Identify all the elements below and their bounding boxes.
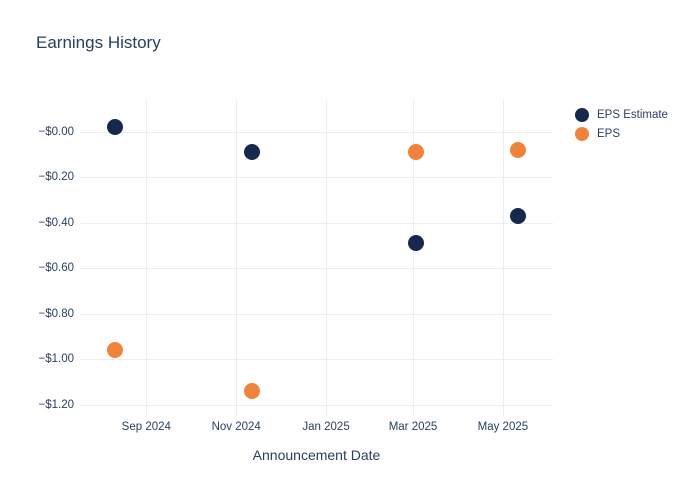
chart-title: Earnings History [36, 33, 161, 52]
legend-label-eps: EPS [597, 127, 621, 140]
x-tick-label: Mar 2025 [388, 421, 438, 433]
y-tick-label: −$0.00 [38, 125, 75, 138]
y-tick-label: −$0.60 [38, 262, 75, 275]
gridline-vertical [236, 100, 238, 416]
gridline-vertical [413, 100, 414, 416]
gridline-horizontal [80, 268, 553, 270]
data-point-eps-estimate[interactable] [107, 119, 124, 136]
legend-label-eps-estimate: EPS Estimate [597, 108, 668, 121]
data-point-eps[interactable] [407, 144, 424, 161]
x-tick-label: Nov 2024 [211, 421, 261, 433]
data-point-eps[interactable] [107, 342, 124, 359]
gridline-horizontal [80, 313, 553, 315]
x-tick-label: May 2025 [477, 421, 529, 433]
eps-marker-icon [575, 126, 589, 141]
data-point-eps[interactable] [244, 382, 261, 399]
legend: EPS Estimate EPS [575, 105, 668, 143]
y-tick-label: −$1.20 [38, 398, 75, 411]
gridline-vertical [146, 100, 148, 416]
x-axis-title: Announcement Date [252, 447, 381, 463]
gridline-horizontal [80, 359, 553, 361]
gridline-vertical [326, 100, 328, 416]
y-tick-label: −$1.00 [38, 353, 75, 366]
y-tick-label: −$0.20 [38, 171, 75, 184]
data-point-eps[interactable] [509, 142, 526, 158]
gridline-horizontal [80, 131, 553, 133]
y-tick-label: −$0.40 [38, 216, 75, 229]
gridline-horizontal [80, 404, 553, 406]
data-point-eps-estimate[interactable] [407, 235, 424, 252]
eps-estimate-marker-icon [575, 107, 589, 122]
data-point-eps-estimate[interactable] [509, 207, 526, 224]
y-tick-label: −$0.80 [38, 307, 75, 320]
gridline-vertical [502, 100, 504, 416]
data-point-eps-estimate[interactable] [244, 144, 261, 161]
gridline-horizontal [80, 177, 553, 179]
legend-item-eps-estimate[interactable]: EPS Estimate [575, 105, 668, 124]
x-tick-label: Sep 2024 [121, 421, 171, 433]
legend-item-eps[interactable]: EPS [575, 124, 668, 143]
gridline-horizontal [80, 222, 553, 224]
x-tick-label: Jan 2025 [302, 421, 350, 433]
